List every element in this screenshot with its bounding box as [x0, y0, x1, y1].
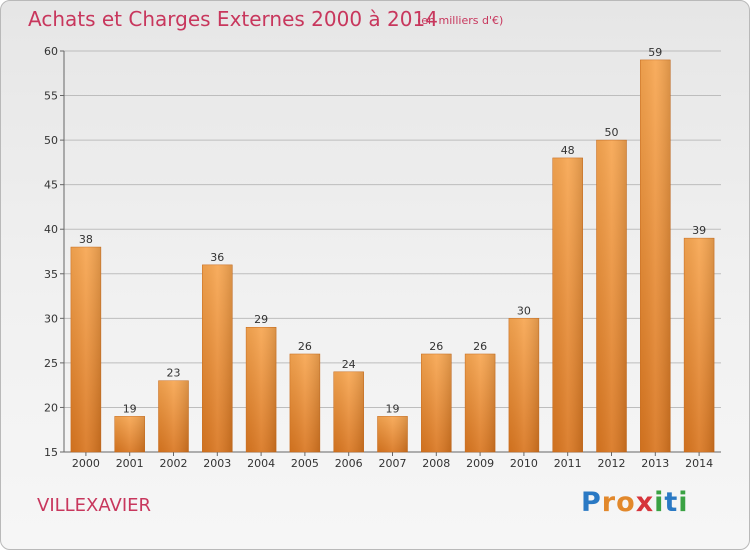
town-name: VILLEXAVIER [37, 495, 152, 516]
x-tick-label: 2010 [510, 457, 538, 470]
data-label: 23 [167, 367, 181, 380]
data-label: 19 [123, 402, 137, 415]
chart-subtitle: (en milliers d'€) [417, 14, 504, 27]
x-tick-label: 2011 [554, 457, 582, 470]
bar-shade [114, 416, 145, 452]
bar-shade [202, 264, 233, 452]
data-label: 29 [254, 313, 268, 326]
y-tick-label: 30 [44, 312, 58, 325]
y-tick-label: 50 [44, 134, 58, 147]
data-label: 26 [473, 340, 487, 353]
y-tick-label: 35 [44, 268, 58, 281]
data-label: 19 [386, 402, 400, 415]
x-tick-label: 2002 [160, 457, 188, 470]
data-label: 39 [692, 224, 706, 237]
x-tick-label: 2008 [422, 457, 450, 470]
x-tick-label: 2012 [598, 457, 626, 470]
x-tick-label: 2000 [72, 457, 100, 470]
y-tick-label: 20 [44, 401, 58, 414]
x-tick-label: 2009 [466, 457, 494, 470]
bar-shade [70, 247, 101, 452]
x-tick-label: 2004 [247, 457, 275, 470]
bar-shade [158, 380, 189, 452]
data-label: 30 [517, 304, 531, 317]
x-tick-label: 2007 [379, 457, 407, 470]
data-label: 24 [342, 358, 356, 371]
logo-letter: o [616, 487, 636, 518]
data-label: 48 [561, 144, 575, 157]
chart-title: Achats et Charges Externes 2000 à 2014 [28, 7, 438, 31]
logo-letter: x [635, 487, 655, 518]
bar-shade [508, 318, 539, 452]
x-tick-label: 2005 [291, 457, 319, 470]
y-tick-label: 40 [44, 223, 58, 236]
logo-letter: P [581, 487, 602, 518]
proxiti-logo: Proxiti [581, 487, 689, 518]
bar-shade [421, 353, 452, 452]
data-label: 50 [605, 126, 619, 139]
data-label: 59 [648, 46, 662, 59]
logo-letter: i [678, 487, 689, 518]
bar-shade [246, 327, 277, 452]
data-label: 26 [298, 340, 312, 353]
data-label: 36 [210, 251, 224, 264]
bar-shade [640, 59, 671, 453]
x-tick-label: 2013 [641, 457, 669, 470]
x-tick-label: 2001 [116, 457, 144, 470]
logo-letter: i [654, 487, 665, 518]
x-tick-label: 2006 [335, 457, 363, 470]
y-tick-label: 60 [44, 45, 58, 58]
bar-shade [289, 353, 320, 452]
y-tick-label: 55 [44, 90, 58, 103]
bar-shade [377, 416, 408, 452]
bar-shade [465, 353, 496, 452]
bar-shade [552, 157, 583, 452]
x-tick-label: 2003 [203, 457, 231, 470]
data-label: 26 [429, 340, 443, 353]
y-tick-label: 25 [44, 357, 58, 370]
y-tick-label: 15 [44, 446, 58, 459]
y-tick-label: 45 [44, 179, 58, 192]
bar-shade [684, 238, 715, 452]
data-label: 38 [79, 233, 93, 246]
bar-shade [596, 140, 627, 452]
logo-letter: t [664, 487, 679, 518]
bar-shade [333, 371, 364, 452]
x-tick-label: 2014 [685, 457, 713, 470]
logo-letter: r [601, 487, 617, 518]
